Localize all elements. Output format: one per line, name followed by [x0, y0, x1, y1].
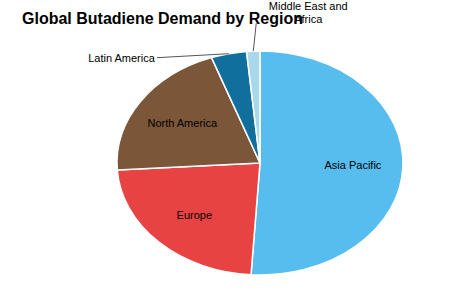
slice-label-line: Africa [294, 13, 323, 25]
leader-line [253, 23, 256, 51]
slice [251, 51, 403, 275]
slice-label: Middle East andAfrica [269, 0, 348, 25]
slice-label-line: Middle East and [269, 0, 348, 12]
slice-label: North America [147, 117, 218, 129]
background [0, 0, 458, 300]
slice-label: Asia Pacific [324, 159, 381, 171]
chart: Global Butadiene Demand by Region Asia Pa… [0, 0, 458, 300]
leader-line [157, 54, 229, 58]
slice [247, 51, 260, 163]
slices [117, 51, 403, 275]
title: Global Butadiene Demand by Region [22, 10, 303, 27]
slice [117, 163, 260, 275]
slice-label: Latin America [88, 52, 156, 64]
slice-label: Europe [177, 209, 212, 221]
slice [212, 52, 260, 164]
